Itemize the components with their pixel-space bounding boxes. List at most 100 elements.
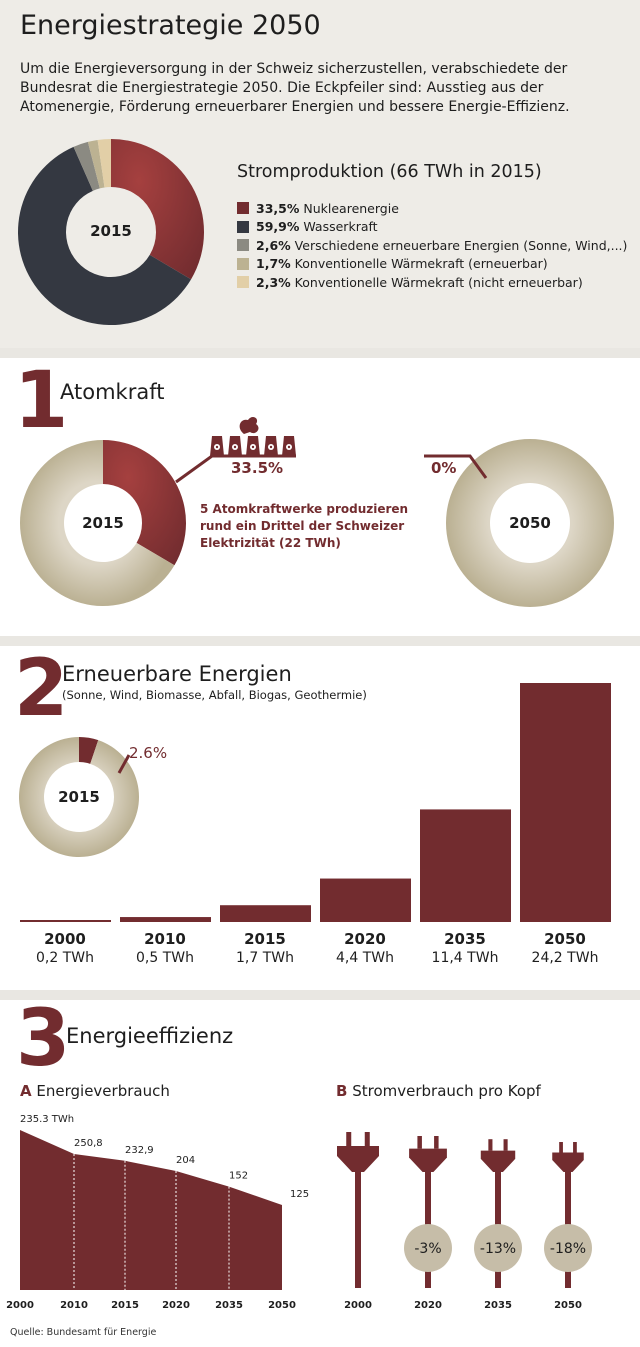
renew-bar-chart bbox=[20, 683, 611, 922]
section3a-letter: A bbox=[20, 1082, 32, 1100]
bar-2015 bbox=[220, 905, 311, 922]
legend-swatch bbox=[237, 276, 249, 289]
atom-slice-nuclear bbox=[103, 440, 186, 566]
section-divider bbox=[0, 636, 640, 646]
overview-center-label: 2015 bbox=[90, 222, 132, 240]
area-tick-label: 2050 bbox=[268, 1300, 296, 1311]
bar-label: 2050 24,2 TWh bbox=[520, 930, 610, 966]
renew-donut-2015 bbox=[19, 737, 139, 857]
legend-item-thermal-renewable: 1,7% Konventionelle Wärmekraft (erneuerba… bbox=[237, 255, 627, 274]
plug-change-label: -18% bbox=[550, 1241, 586, 1257]
bar-2020 bbox=[320, 878, 411, 922]
atom-donut-2050 bbox=[445, 439, 614, 607]
bar-2050 bbox=[520, 683, 611, 922]
plug-year-label: 2035 bbox=[484, 1300, 512, 1311]
legend-swatch bbox=[237, 220, 249, 233]
overview-slice-1 bbox=[17, 146, 192, 325]
energy-area-chart: 235.3 TWh 2000 250,8 2010 232,9 2015 204 2020 15… bbox=[6, 1114, 309, 1311]
overview-donut-chart bbox=[17, 139, 205, 325]
legend-swatch bbox=[237, 257, 249, 270]
reactor-icon bbox=[246, 436, 260, 456]
legend-swatch bbox=[237, 239, 249, 252]
bar-value: 1,7 TWh bbox=[236, 950, 294, 966]
atom-2015-pct: 33.5% bbox=[231, 459, 284, 477]
atom-2050-label: 2050 bbox=[509, 514, 551, 532]
plug-year-label: 2050 bbox=[554, 1300, 582, 1311]
bar-year: 2020 bbox=[344, 930, 386, 948]
section1-number: 1 bbox=[14, 356, 69, 446]
nuclear-plant-icon bbox=[210, 417, 296, 456]
plug-change-badge bbox=[404, 1224, 452, 1272]
smoke-icon bbox=[239, 417, 259, 434]
area-value-label: 152 bbox=[229, 1171, 248, 1182]
bar-value: 24,2 TWh bbox=[531, 950, 599, 966]
electric-plug-icon bbox=[337, 1132, 379, 1288]
legend-item-renewable: 2,6% Verschiedene erneuerbare Energien (S… bbox=[237, 236, 627, 255]
reactor-icon bbox=[210, 436, 224, 456]
section-divider bbox=[0, 348, 640, 358]
legend-item-thermal-nonrenewable: 2,3% Konventionelle Wärmekraft (nicht ern… bbox=[237, 273, 627, 292]
section2-title: Erneuerbare Energien bbox=[62, 662, 292, 686]
renew-leader-line bbox=[117, 754, 131, 774]
section2-number: 2 bbox=[14, 644, 69, 734]
plug-change-badge bbox=[474, 1224, 522, 1272]
section3a-title: Energieverbrauch bbox=[36, 1082, 170, 1100]
bar-2000 bbox=[20, 920, 111, 922]
section3-number: 3 bbox=[16, 994, 71, 1084]
plug-change-label: -3% bbox=[414, 1241, 441, 1257]
plug-chart: 2000 -3% 2020 -13% 2035 -18% 2050 bbox=[337, 1132, 592, 1311]
bar-value: 4,4 TWh bbox=[336, 950, 394, 966]
section3b-heading: B Stromverbrauch pro Kopf bbox=[336, 1082, 541, 1100]
plug-year-label: 2020 bbox=[414, 1300, 442, 1311]
bar-value: 0,2 TWh bbox=[36, 950, 94, 966]
legend-pct: 1,7% bbox=[256, 256, 291, 272]
bar-year: 2015 bbox=[244, 930, 286, 948]
area-tick-label: 2015 bbox=[111, 1300, 139, 1311]
atom-2050-slice-other bbox=[445, 439, 614, 607]
legend-pct: 33,5% bbox=[256, 200, 300, 216]
area-value-label: 232,9 bbox=[125, 1145, 154, 1156]
plug-change-label: -13% bbox=[480, 1241, 516, 1257]
area-series bbox=[20, 1130, 282, 1290]
bar-label: 2020 4,4 TWh bbox=[320, 930, 410, 966]
intro-text: Um die Energieversorgung in der Schweiz … bbox=[20, 61, 570, 115]
bar-year: 2000 bbox=[44, 930, 86, 948]
bar-2035 bbox=[420, 809, 511, 922]
area-value-label: 204 bbox=[176, 1155, 195, 1166]
legend-name: Konventionelle Wärmekraft (nicht erneuer… bbox=[294, 274, 583, 290]
renew-2015-label: 2015 bbox=[58, 788, 100, 806]
legend-pct: 2,6% bbox=[256, 237, 291, 253]
overview-chart-title: Stromproduktion (66 TWh in 2015) bbox=[237, 162, 542, 182]
atom-donut-2015 bbox=[19, 440, 186, 606]
bar-label: 2035 11,4 TWh bbox=[420, 930, 510, 966]
bar-label: 2015 1,7 TWh bbox=[220, 930, 310, 966]
bar-year: 2010 bbox=[144, 930, 186, 948]
area-value-label: 235.3 TWh bbox=[20, 1114, 74, 1125]
overview-legend: 33,5% Nuklearenergie 59,9% Wasserkraft 2,6… bbox=[237, 199, 627, 292]
bar-year: 2050 bbox=[544, 930, 586, 948]
renew-slice-other bbox=[19, 737, 139, 857]
renew-slice bbox=[79, 737, 99, 764]
section3-title: Energieeffizienz bbox=[66, 1024, 234, 1048]
legend-pct: 2,3% bbox=[256, 274, 291, 290]
source-note: Quelle: Bundesamt für Energie bbox=[10, 1327, 157, 1338]
section3b-letter: B bbox=[336, 1082, 348, 1100]
legend-swatch bbox=[237, 202, 249, 215]
legend-name: Wasserkraft bbox=[303, 219, 378, 235]
area-tick-label: 2000 bbox=[6, 1300, 34, 1311]
atom-note: 5 Atomkraftwerke produzieren rund ein Dr… bbox=[200, 502, 409, 550]
section2-subtitle: (Sonne, Wind, Biomasse, Abfall, Biogas, … bbox=[62, 688, 367, 702]
area-value-label: 125 bbox=[290, 1189, 309, 1200]
overview-slice-2 bbox=[73, 141, 100, 191]
area-tick-label: 2010 bbox=[60, 1300, 88, 1311]
section3b-title: Stromverbrauch pro Kopf bbox=[352, 1082, 541, 1100]
atom-slice-other bbox=[19, 440, 175, 606]
page-title: Energiestrategie 2050 bbox=[20, 10, 321, 41]
legend-name: Konventionelle Wärmekraft (erneuerbar) bbox=[294, 256, 548, 272]
reactor-icon bbox=[264, 436, 278, 456]
atom-2050-pct: 0% bbox=[431, 459, 457, 477]
plug-year-label: 2000 bbox=[344, 1300, 372, 1311]
overview-slice-4 bbox=[97, 139, 111, 188]
area-tick-label: 2035 bbox=[215, 1300, 243, 1311]
legend-item-hydro: 59,9% Wasserkraft bbox=[237, 218, 627, 237]
